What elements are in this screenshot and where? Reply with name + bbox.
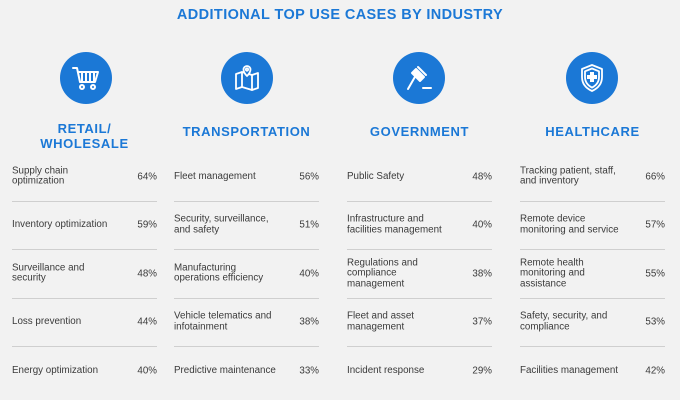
use-case-row: Predictive maintenance 33% — [174, 347, 319, 396]
industry-name: TRANSPORTATION — [182, 124, 311, 139]
use-case-label: Vehicle telematics and infotainment — [174, 310, 272, 333]
use-case-list: Supply chain optimization 64% Inventory o… — [12, 153, 157, 396]
use-case-label: Tracking patient, staff, and inventory — [520, 165, 616, 187]
use-case-row: Inventory optimization 59% — [12, 202, 157, 250]
page-title: ADDITIONAL TOP USE CASES BY INDUSTRY — [176, 7, 504, 23]
use-case-percent: 40% — [137, 365, 157, 377]
use-case-label: Fleet management — [174, 170, 256, 182]
use-case-label: Energy optimization — [12, 365, 99, 376]
use-case-percent: 56% — [299, 171, 319, 183]
use-case-label: Facilities management — [520, 365, 619, 376]
use-case-label: Remote device monitoring and service — [520, 213, 619, 236]
use-case-percent: 59% — [137, 219, 157, 231]
use-case-percent: 48% — [137, 268, 157, 280]
use-case-list: Public Safety 48% Infrastructure and faci… — [347, 153, 492, 396]
use-case-row: Supply chain optimization 64% — [12, 153, 157, 202]
use-case-label: Fleet and asset management — [347, 310, 414, 333]
use-case-percent: 55% — [645, 268, 665, 280]
use-case-row: Safety, security, and compliance 53% — [520, 299, 665, 347]
use-case-percent: 51% — [299, 219, 319, 231]
use-case-row: Regulations and compliance management 38% — [347, 250, 492, 299]
use-case-label: Security, surveillance, and safety — [174, 213, 269, 236]
use-case-percent: 57% — [645, 219, 665, 231]
use-case-row: Vehicle telematics and infotainment 38% — [174, 299, 319, 347]
shopping-cart-icon — [60, 52, 112, 104]
use-case-label: Incident response — [347, 365, 425, 376]
use-case-percent: 64% — [137, 171, 157, 183]
use-case-percent: 48% — [472, 171, 492, 183]
use-case-list: Tracking patient, staff, and inventory 66… — [520, 153, 665, 396]
use-case-list: Fleet management 56% Security, surveillan… — [174, 153, 319, 396]
use-case-label: Surveillance and security — [12, 262, 85, 284]
use-case-label: Inventory optimization — [12, 219, 108, 230]
use-case-row: Fleet and asset management 37% — [347, 299, 492, 347]
use-case-row: Public Safety 48% — [347, 153, 492, 202]
use-case-percent: 38% — [472, 268, 492, 280]
use-case-percent: 29% — [472, 365, 492, 377]
use-case-row: Incident response 29% — [347, 347, 492, 396]
use-case-row: Energy optimization 40% — [12, 347, 157, 396]
use-case-row: Remote health monitoring and assistance 5… — [520, 250, 665, 299]
use-case-label: Predictive maintenance — [174, 365, 276, 376]
use-case-label: Remote health monitoring and assistance — [520, 257, 585, 289]
use-case-percent: 53% — [645, 316, 665, 328]
use-case-row: Infrastructure and facilities management… — [347, 202, 492, 250]
use-case-percent: 38% — [299, 316, 319, 328]
use-case-label: Safety, security, and compliance — [520, 310, 608, 333]
medical-shield-icon — [566, 52, 618, 104]
use-case-label: Regulations and compliance management — [347, 257, 418, 289]
use-case-percent: 33% — [299, 365, 319, 377]
use-case-percent: 40% — [472, 219, 492, 231]
use-case-row: Security, surveillance, and safety 51% — [174, 202, 319, 250]
use-case-label: Supply chain optimization — [12, 165, 69, 187]
use-case-row: Manufacturing operations efficiency 40% — [174, 250, 319, 299]
use-case-row: Facilities management 42% — [520, 347, 665, 396]
use-case-label: Public Safety — [347, 170, 405, 182]
use-case-row: Loss prevention 44% — [12, 299, 157, 347]
map-pin-icon — [221, 52, 273, 104]
use-case-row: Fleet management 56% — [174, 153, 319, 202]
use-case-percent: 37% — [472, 316, 492, 328]
industry-name: GOVERNMENT — [369, 124, 470, 139]
use-case-row: Surveillance and security 48% — [12, 250, 157, 299]
use-case-row: Remote device monitoring and service 57% — [520, 202, 665, 250]
gavel-icon — [393, 52, 445, 104]
use-case-percent: 42% — [645, 365, 665, 377]
use-case-label: Loss prevention — [12, 316, 82, 327]
use-case-percent: 66% — [645, 171, 665, 183]
use-case-percent: 40% — [299, 268, 319, 280]
use-case-row: Tracking patient, staff, and inventory 66… — [520, 153, 665, 202]
industry-name: RETAIL/ WHOLESALE — [40, 121, 129, 151]
use-case-percent: 44% — [137, 316, 157, 328]
use-case-label: Infrastructure and facilities management — [347, 213, 442, 236]
use-case-label: Manufacturing operations efficiency — [174, 262, 264, 284]
industry-name: HEALTHCARE — [545, 124, 640, 139]
